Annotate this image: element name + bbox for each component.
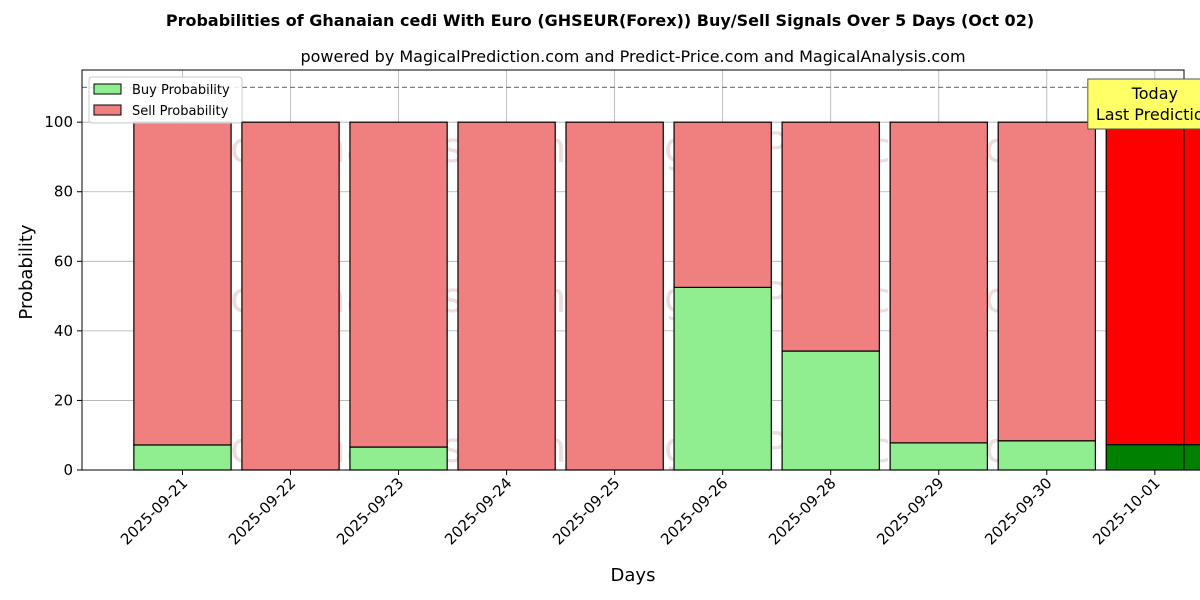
- x-tick-label: 2025-09-22: [225, 474, 299, 548]
- annotation-box: [1087, 78, 1200, 130]
- sell-bar: [457, 121, 556, 471]
- sell-bar: [1105, 121, 1200, 446]
- x-tick-label: 2025-10-01: [1089, 474, 1163, 548]
- annotation-text: Last Prediction: [1096, 105, 1200, 124]
- plot-area: MagicalAnalysis.comMagicalPrediction.com…: [44, 69, 1200, 548]
- y-tick-label: 80: [54, 183, 73, 201]
- y-tick-label: 20: [54, 391, 73, 409]
- buy-bar: [133, 444, 232, 471]
- buy-bar: [349, 446, 448, 471]
- legend-swatch: [93, 104, 122, 116]
- legend-label: Sell Probability: [132, 104, 229, 119]
- buy-bar: [1105, 444, 1200, 471]
- legend-swatch: [93, 83, 122, 95]
- x-tick-label: 2025-09-30: [981, 474, 1055, 548]
- sell-bar: [673, 121, 772, 288]
- y-tick-label: 0: [63, 461, 73, 479]
- y-tick-label: 100: [44, 113, 73, 131]
- x-tick-label: 2025-09-24: [441, 474, 515, 548]
- chart-subtitle: powered by MagicalPrediction.com and Pre…: [300, 47, 965, 66]
- x-tick-label: 2025-09-26: [657, 474, 731, 548]
- y-tick-label: 60: [54, 252, 73, 270]
- sell-bar: [133, 121, 232, 446]
- x-axis-label: Days: [611, 565, 656, 586]
- x-tick-label: 2025-09-23: [333, 474, 407, 548]
- legend-label: Buy Probability: [132, 83, 230, 98]
- sell-bar: [565, 121, 664, 471]
- y-axis-label: Probability: [16, 224, 37, 319]
- x-tick-label: 2025-09-21: [117, 474, 191, 548]
- chart-title: Probabilities of Ghanaian cedi With Euro…: [166, 11, 1034, 30]
- buy-bar: [781, 350, 880, 471]
- sell-bar: [241, 121, 340, 471]
- sell-bar: [781, 121, 880, 352]
- plot-frame: [81, 69, 1185, 471]
- buy-bar: [889, 442, 988, 471]
- legend: Buy Probability Sell Probability: [88, 76, 243, 124]
- legend-box: [88, 76, 243, 124]
- buy-bar: [673, 286, 772, 471]
- sell-bar: [889, 121, 988, 444]
- sell-bar: [349, 121, 448, 448]
- buy-bar: [997, 440, 1097, 471]
- y-tick-label: 40: [54, 322, 73, 340]
- x-tick-label: 2025-09-25: [549, 474, 623, 548]
- sell-bar: [997, 121, 1097, 442]
- x-tick-label: 2025-09-28: [765, 474, 839, 548]
- annotation-text: Today: [1131, 84, 1178, 103]
- x-tick-label: 2025-09-29: [873, 474, 947, 548]
